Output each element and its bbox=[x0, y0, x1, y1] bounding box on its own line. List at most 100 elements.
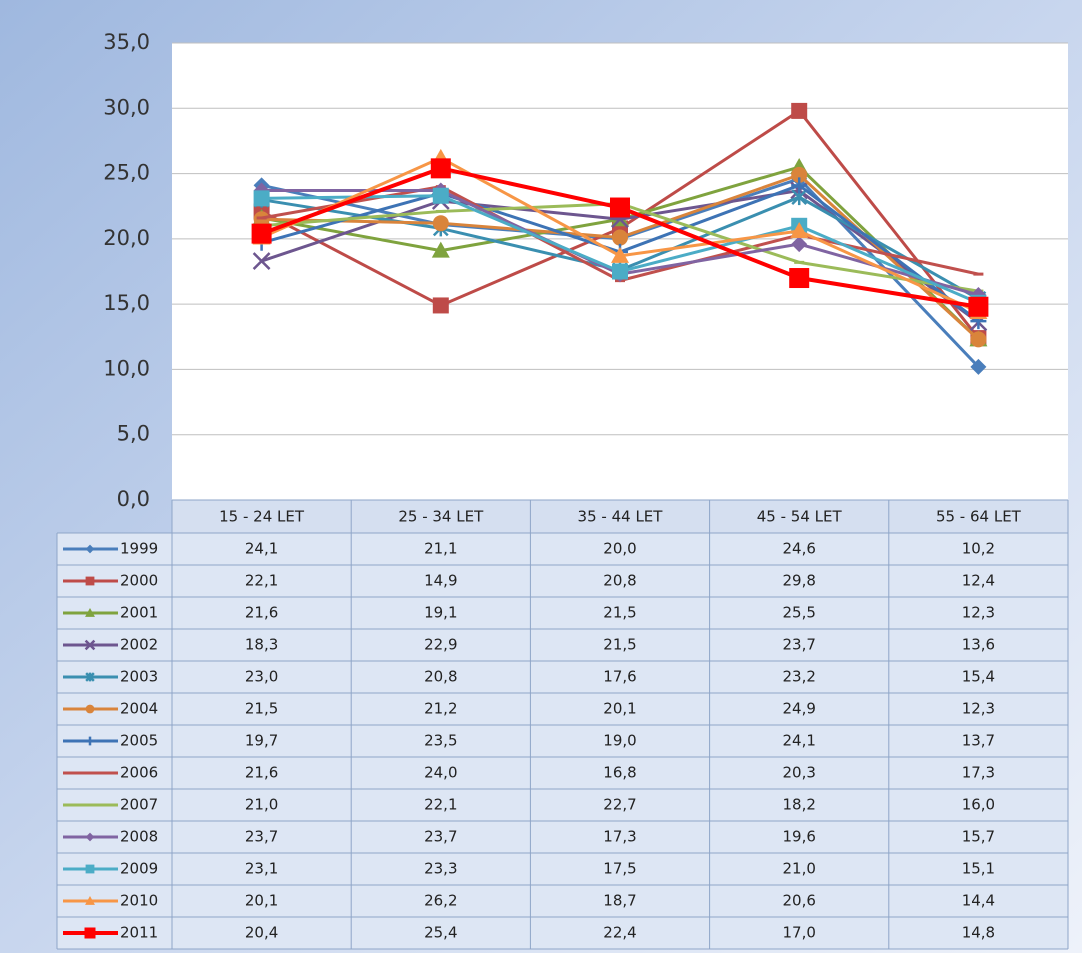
table-value: 15,7 bbox=[962, 828, 995, 846]
table-value: 20,8 bbox=[424, 668, 457, 686]
table-value: 24,0 bbox=[424, 764, 457, 782]
table-value: 12,3 bbox=[962, 604, 995, 622]
table-value: 23,7 bbox=[245, 828, 278, 846]
table-value: 21,6 bbox=[245, 604, 278, 622]
marker bbox=[611, 246, 629, 263]
table-value: 16,0 bbox=[962, 796, 995, 814]
y-tick-label: 15,0 bbox=[103, 291, 150, 315]
category-label: 35 - 44 LET bbox=[578, 508, 664, 526]
legend-label: 1999 bbox=[120, 540, 158, 558]
marker bbox=[430, 158, 451, 179]
legend-entry: 2004 bbox=[63, 700, 158, 718]
table-value: 23,2 bbox=[782, 668, 815, 686]
legend-entry: 2001 bbox=[63, 604, 158, 622]
table-value: 22,9 bbox=[424, 636, 457, 654]
table-value: 18,3 bbox=[245, 636, 278, 654]
category-label: 25 - 34 LET bbox=[398, 508, 484, 526]
category-label: 45 - 54 LET bbox=[757, 508, 843, 526]
table-value: 25,5 bbox=[782, 604, 815, 622]
marker bbox=[970, 331, 987, 348]
legend-marker bbox=[85, 896, 95, 905]
table-value: 23,3 bbox=[424, 860, 457, 878]
marker bbox=[432, 187, 449, 204]
y-tick-label: 35,0 bbox=[103, 30, 150, 54]
legend-label: 2007 bbox=[120, 796, 158, 814]
table-value: 23,7 bbox=[782, 636, 815, 654]
legend-marker bbox=[87, 772, 93, 774]
legend-entry: 2006 bbox=[63, 764, 158, 782]
marker bbox=[970, 358, 987, 375]
table-value: 17,3 bbox=[603, 828, 636, 846]
table-value: 17,0 bbox=[782, 924, 815, 942]
table-value: 19,1 bbox=[424, 604, 457, 622]
legend-entry: 2007 bbox=[63, 796, 158, 814]
legend-marker bbox=[85, 608, 95, 617]
table-value: 19,7 bbox=[245, 732, 278, 750]
table-value: 21,0 bbox=[782, 860, 815, 878]
table-value: 15,1 bbox=[962, 860, 995, 878]
legend-label: 2009 bbox=[120, 860, 158, 878]
table-value: 21,1 bbox=[424, 540, 457, 558]
legend-marker bbox=[87, 804, 93, 806]
marker bbox=[431, 241, 450, 258]
legend-entry: 2011 bbox=[63, 924, 158, 942]
table-value: 14,4 bbox=[962, 892, 995, 910]
marker bbox=[794, 260, 805, 264]
table-value: 19,6 bbox=[782, 828, 815, 846]
table-bg bbox=[57, 533, 1068, 949]
legend-entry: 2005 bbox=[63, 732, 158, 750]
legend-entry: 2009 bbox=[63, 860, 158, 878]
marker bbox=[253, 190, 270, 207]
table-value: 17,3 bbox=[962, 764, 995, 782]
table-value: 25,4 bbox=[424, 924, 457, 942]
table-value: 17,6 bbox=[603, 668, 636, 686]
marker bbox=[612, 263, 628, 280]
marker bbox=[252, 252, 271, 270]
marker bbox=[791, 177, 808, 194]
table-value: 16,8 bbox=[603, 764, 636, 782]
marker bbox=[612, 229, 628, 246]
category-label: 15 - 24 LET bbox=[219, 508, 305, 526]
table-value: 18,7 bbox=[603, 892, 636, 910]
table-value: 20,1 bbox=[245, 892, 278, 910]
legend-label: 2003 bbox=[120, 668, 158, 686]
table-value: 20,3 bbox=[782, 764, 815, 782]
table-value: 20,4 bbox=[245, 924, 278, 942]
legend-marker bbox=[85, 672, 95, 682]
table-value: 17,5 bbox=[603, 860, 636, 878]
table-value: 22,4 bbox=[603, 924, 636, 942]
table-value: 10,2 bbox=[962, 540, 995, 558]
table-value: 21,6 bbox=[245, 764, 278, 782]
marker bbox=[791, 102, 808, 119]
table-value: 19,0 bbox=[603, 732, 636, 750]
table-value: 24,1 bbox=[782, 732, 815, 750]
y-tick-label: 25,0 bbox=[103, 161, 150, 185]
marker bbox=[251, 223, 272, 244]
table-value: 20,6 bbox=[782, 892, 815, 910]
table-value: 23,1 bbox=[245, 860, 278, 878]
marker bbox=[791, 166, 808, 183]
legend-label: 2011 bbox=[120, 924, 158, 942]
table-value: 21,5 bbox=[603, 636, 636, 654]
legend-label: 2006 bbox=[120, 764, 158, 782]
table-value: 18,2 bbox=[782, 796, 815, 814]
legend-label: 2010 bbox=[120, 892, 158, 910]
legend-marker bbox=[84, 927, 96, 939]
marker bbox=[968, 296, 989, 317]
table-value: 13,7 bbox=[962, 732, 995, 750]
marker bbox=[256, 216, 267, 220]
table-value: 14,9 bbox=[424, 572, 457, 590]
y-tick-label: 0,0 bbox=[117, 487, 150, 511]
legend-marker bbox=[85, 544, 95, 554]
table-value: 29,8 bbox=[782, 572, 815, 590]
legend-label: 2005 bbox=[120, 732, 158, 750]
table-value: 21,5 bbox=[603, 604, 636, 622]
table-value: 23,7 bbox=[424, 828, 457, 846]
table-value: 23,0 bbox=[245, 668, 278, 686]
table-value: 15,4 bbox=[962, 668, 995, 686]
table-header-bg bbox=[172, 500, 1068, 533]
legend-marker bbox=[84, 639, 96, 651]
table-value: 20,1 bbox=[603, 700, 636, 718]
